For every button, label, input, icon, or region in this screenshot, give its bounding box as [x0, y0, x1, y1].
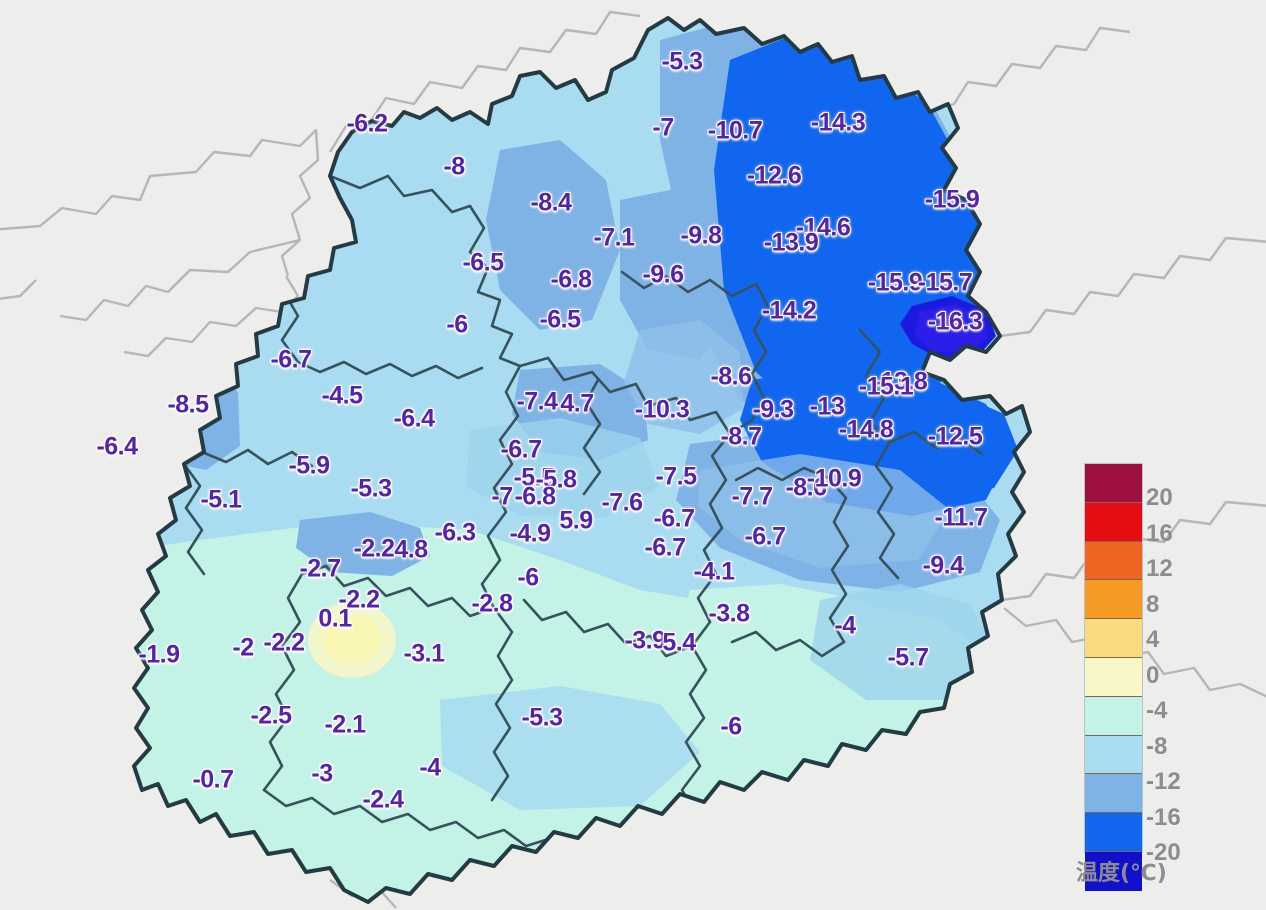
legend-tick: -16: [1146, 803, 1181, 831]
legend-colorbar: [1084, 463, 1143, 891]
province-outline: [132, 16, 1032, 904]
legend-tick: 16: [1146, 519, 1173, 547]
legend-caption: 温度(℃): [1076, 861, 1167, 886]
legend-tick-labels: 20 16 12 8 4 0 -4 -8 -12 -16 -20: [1146, 463, 1256, 865]
legend-band: [1085, 580, 1142, 620]
legend-tick: 20: [1146, 484, 1173, 512]
legend-tick: -8: [1146, 732, 1168, 760]
legend-band: [1085, 735, 1142, 775]
county-borders: [182, 174, 984, 872]
legend-tick: 0: [1146, 661, 1160, 689]
legend-tick: 8: [1146, 590, 1160, 618]
legend-band: [1085, 813, 1142, 852]
legend-band: [1085, 696, 1142, 736]
legend-band: [1085, 464, 1142, 503]
legend-tick: 4: [1146, 626, 1160, 654]
legend-tick: -20: [1146, 839, 1181, 866]
legend-band: [1085, 774, 1142, 814]
legend-band: [1085, 657, 1142, 697]
legend-tick: -4: [1146, 697, 1168, 725]
legend-band: [1085, 541, 1142, 581]
legend-tick: 12: [1146, 555, 1173, 583]
legend-band: [1085, 851, 1142, 891]
legend-band: [1085, 502, 1142, 542]
legend-tick: -12: [1146, 768, 1181, 796]
legend-band: [1085, 619, 1142, 658]
